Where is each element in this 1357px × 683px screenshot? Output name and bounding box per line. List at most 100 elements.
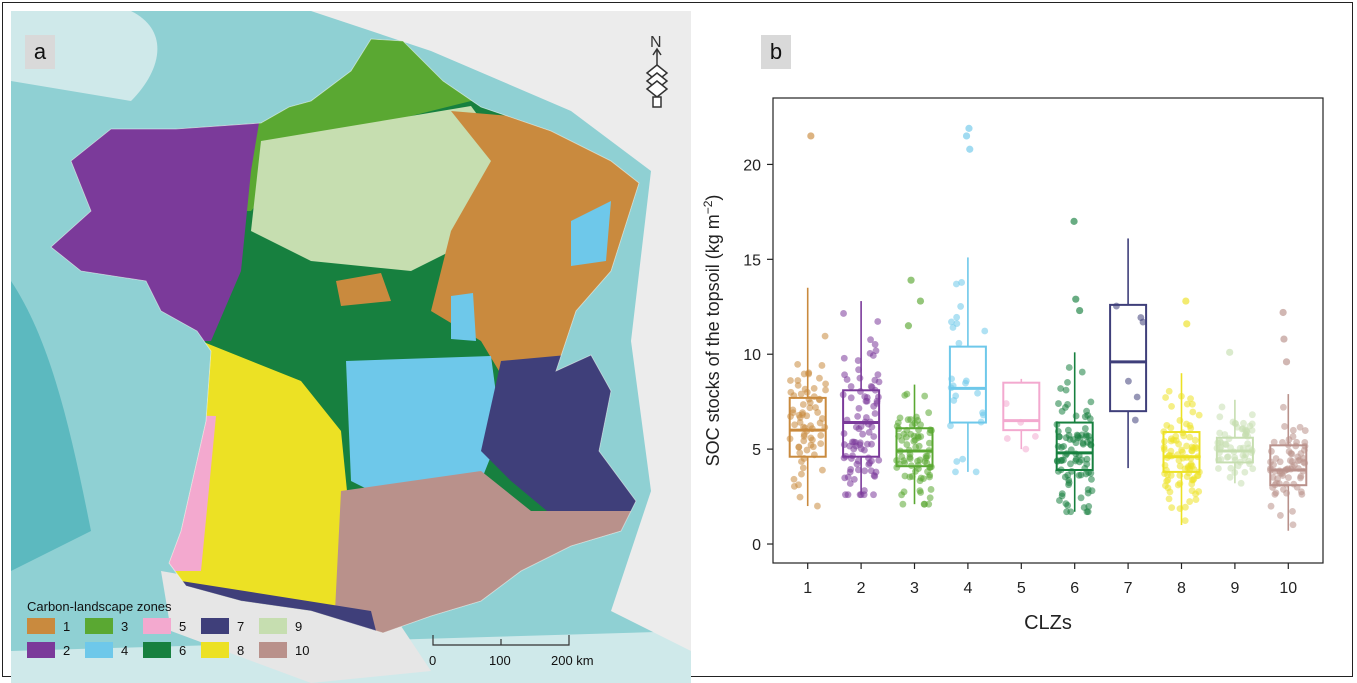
box-clz-8	[1162, 373, 1201, 526]
point-clz-3	[903, 441, 911, 448]
box-rect-clz-6	[1055, 421, 1094, 472]
point-clz-8	[1195, 411, 1203, 419]
legend-swatch-10	[259, 642, 287, 658]
point-clz-1	[810, 384, 818, 392]
point-clz-6	[1055, 400, 1062, 407]
point-clz-1	[794, 360, 802, 368]
point-clz-8	[1188, 487, 1196, 495]
outlier-clz-3	[916, 297, 925, 305]
point-clz-3	[899, 500, 907, 508]
point-clz-8	[1162, 394, 1170, 401]
point-clz-4	[950, 397, 958, 404]
x-tick-label-6: 6	[1070, 580, 1079, 597]
point-clz-1	[821, 332, 829, 340]
y-tick-label-15: 15	[743, 252, 761, 269]
point-clz-3	[920, 500, 928, 508]
point-clz-6	[1056, 433, 1063, 441]
point-clz-10	[1267, 502, 1275, 510]
outlier-clz-8	[1182, 297, 1190, 305]
point-clz-6	[1083, 407, 1090, 415]
legend-swatch-1	[27, 618, 55, 634]
point-clz-9	[1248, 411, 1256, 419]
point-clz-10	[1289, 426, 1297, 434]
point-clz-1	[795, 443, 803, 451]
point-clz-2	[856, 491, 864, 499]
point-clz-1	[787, 388, 795, 396]
point-clz-9	[1234, 462, 1242, 470]
outlier-clz-6	[1072, 295, 1080, 303]
point-clz-10	[1285, 448, 1293, 455]
point-clz-3	[896, 414, 904, 422]
outlier-clz-4	[966, 145, 974, 153]
point-clz-2	[840, 441, 848, 448]
point-clz-6	[1078, 368, 1086, 376]
legend-label-8: 8	[237, 642, 245, 658]
y-tick-label-20: 20	[743, 157, 761, 174]
point-clz-8	[1172, 437, 1180, 444]
point-clz-7	[1125, 377, 1132, 385]
legend-item-3: 3	[85, 618, 143, 634]
point-clz-10	[1279, 403, 1287, 411]
point-clz-1	[789, 406, 797, 414]
point-clz-9	[1218, 403, 1226, 411]
point-clz-6	[1081, 425, 1089, 432]
point-clz-2	[843, 376, 851, 383]
point-clz-9	[1217, 455, 1225, 463]
point-clz-3	[903, 390, 911, 398]
point-clz-10	[1272, 455, 1280, 462]
y-tick-label-0: 0	[752, 537, 761, 554]
point-clz-10	[1270, 438, 1278, 446]
point-clz-10	[1279, 438, 1286, 446]
point-clz-6	[1084, 508, 1092, 516]
box-clz-4	[948, 257, 987, 472]
point-clz-6	[1083, 455, 1091, 463]
point-clz-6	[1065, 479, 1073, 487]
point-clz-3	[900, 457, 908, 465]
point-clz-3	[922, 452, 930, 460]
point-clz-2	[844, 473, 852, 481]
point-clz-4	[974, 389, 981, 397]
point-clz-10	[1297, 472, 1305, 480]
point-clz-6	[1064, 426, 1072, 434]
legend-item-1: 1	[27, 618, 85, 634]
point-clz-1	[796, 493, 804, 501]
point-clz-6	[1088, 475, 1095, 483]
point-clz-1	[797, 390, 805, 398]
point-clz-6	[1079, 440, 1087, 448]
point-clz-1	[818, 362, 826, 369]
point-clz-1	[819, 466, 826, 474]
panel-a-label: a	[25, 35, 55, 69]
point-clz-10	[1280, 486, 1287, 493]
point-clz-3	[926, 471, 934, 479]
zone-4-area	[346, 356, 501, 511]
x-tick-label-5: 5	[1017, 580, 1026, 597]
jitter-points	[786, 124, 1309, 529]
scale-bar-line	[432, 635, 570, 646]
point-clz-3	[926, 494, 934, 502]
x-tick-label-4: 4	[963, 580, 972, 597]
point-clz-8	[1187, 395, 1194, 403]
legend-swatch-7	[201, 618, 229, 634]
point-clz-2	[852, 438, 859, 446]
legend-item-5: 5	[143, 618, 201, 634]
point-clz-1	[787, 377, 794, 384]
legend-item-7: 7	[201, 618, 259, 634]
zone-10-area	[331, 471, 639, 633]
point-clz-1	[806, 399, 814, 407]
point-clz-6	[1067, 460, 1074, 468]
point-clz-9	[1227, 464, 1235, 472]
point-clz-8	[1195, 488, 1203, 495]
point-clz-2	[872, 347, 880, 355]
point-clz-1	[808, 436, 816, 444]
legend-swatch-5	[143, 618, 171, 634]
zone-9-area	[251, 106, 511, 271]
point-clz-8	[1167, 437, 1175, 445]
point-clz-1	[795, 481, 802, 489]
x-tick-label-10: 10	[1279, 580, 1297, 597]
point-clz-2	[854, 457, 862, 465]
point-clz-1	[805, 369, 813, 377]
point-clz-5	[1002, 400, 1010, 407]
point-clz-1	[794, 381, 802, 389]
legend-item-10: 10	[259, 642, 317, 658]
point-clz-6	[1072, 455, 1080, 463]
